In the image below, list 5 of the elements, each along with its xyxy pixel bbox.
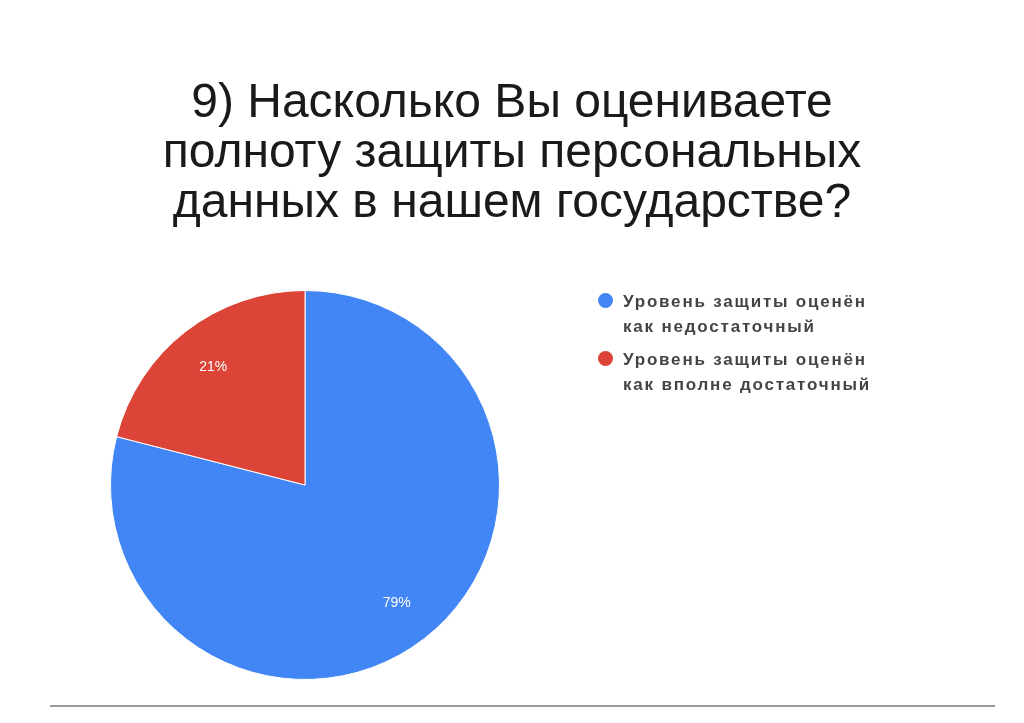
data-label: 21% — [199, 357, 228, 374]
legend-label: Уровень защиты оценён как вполне достаточный — [623, 349, 873, 396]
data-label: 79% — [382, 594, 411, 611]
chart-title: 9) Насколько Вы оцениваете полноту защиты персональных данных в нашем государстве? — [161, 74, 863, 227]
legend-label: Уровень защиты оценён как недостаточный — [623, 291, 868, 338]
